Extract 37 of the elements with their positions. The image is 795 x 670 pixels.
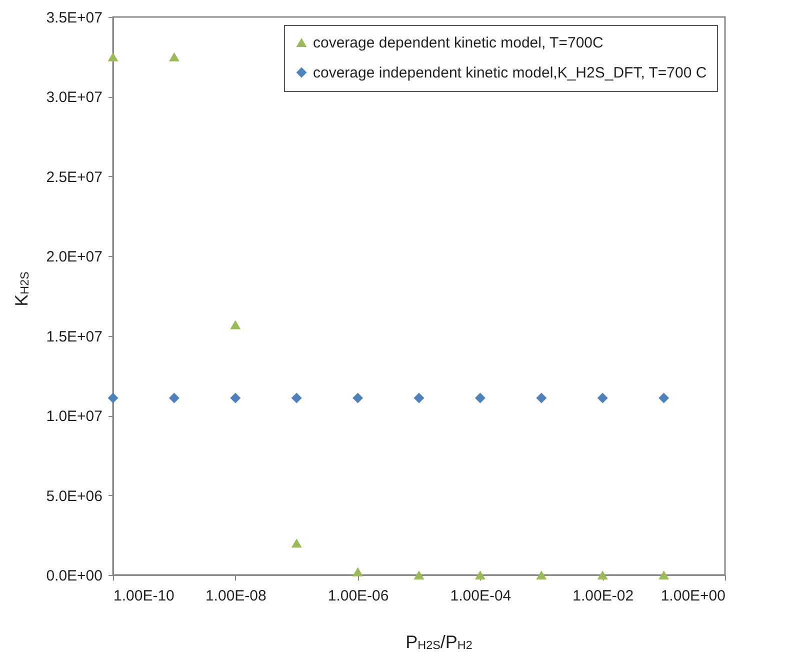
y-tick-label: 2.5E+07	[46, 168, 102, 186]
point	[352, 392, 364, 404]
y-tick-label: 3.0E+07	[46, 89, 102, 106]
point	[536, 570, 547, 580]
point	[230, 392, 241, 404]
point	[597, 570, 608, 580]
y-tick-label: 1.5E+07	[46, 328, 102, 346]
y-tick-label: 5.0E+06	[46, 488, 102, 505]
point	[474, 392, 486, 404]
legend-label: coverage independent kinetic model,K_H2S_DFT, T=700 C	[313, 64, 707, 82]
point	[414, 392, 424, 404]
point	[414, 570, 424, 580]
legend-label: coverage dependent kinetic model, T=700C	[313, 34, 604, 52]
point	[291, 538, 302, 548]
x-tick-label: 1.00E-06	[328, 588, 389, 604]
point	[230, 320, 241, 330]
y-tick-label: 2.0E+07	[46, 248, 102, 266]
x-axis-title: P$_{H2S}$/P$_{H2}$	[404, 632, 474, 653]
point	[168, 392, 180, 404]
point	[597, 392, 608, 404]
point	[352, 567, 364, 576]
x-tick-label: 1.00E-02	[572, 588, 634, 604]
y-tick-label: 0.0E+00	[46, 568, 102, 584]
y-tick-label: 3.5E+07	[46, 10, 102, 26]
point	[108, 52, 118, 62]
x-tick-label: 1.00E-10	[114, 588, 174, 604]
point	[108, 392, 118, 404]
point	[658, 570, 670, 580]
point	[658, 392, 670, 404]
x-tick-label: 1.00E+00	[660, 588, 726, 604]
x-tick-label: 1.00E-08	[205, 588, 266, 604]
point	[291, 392, 302, 404]
point	[168, 52, 180, 62]
y-tick-label: 1.0E+07	[46, 408, 102, 426]
point	[536, 392, 547, 404]
x-tick-label: 1.00E-04	[450, 588, 512, 604]
point	[474, 570, 486, 580]
